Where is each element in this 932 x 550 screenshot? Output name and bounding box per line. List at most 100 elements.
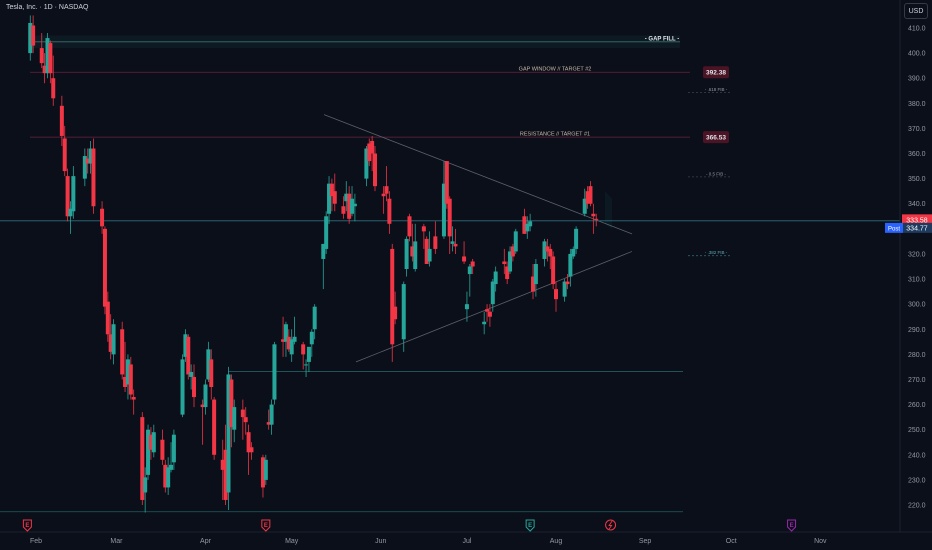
candle-body (160, 439, 165, 460)
candle-body (588, 186, 593, 204)
candle-body (68, 208, 73, 217)
candle-body (571, 248, 576, 257)
earnings-icon-letter: E (25, 523, 29, 529)
split-icon (605, 519, 617, 531)
candle-body (350, 198, 355, 214)
x-tick-label: Nov (814, 538, 827, 545)
candle-body (453, 243, 458, 247)
level-label: - 0.5 FIB - (706, 171, 727, 176)
y-tick-label: 380.0 (908, 101, 926, 108)
level-price-tag (703, 131, 729, 144)
candle-body (568, 253, 573, 277)
split-icon-ring (605, 519, 617, 531)
level-label: RESISTANCE // TARGET #1 (520, 132, 590, 138)
y-tick-label: 370.0 (908, 126, 926, 133)
candle-body (482, 321, 487, 325)
y-tick-label: 280.0 (908, 352, 926, 359)
candle-body (404, 238, 409, 270)
candle-body (312, 306, 317, 330)
candle-body (240, 409, 245, 418)
level-price-tag (703, 66, 729, 79)
candle-body (410, 246, 415, 257)
y-tick-label: 230.0 (908, 477, 926, 484)
candle-body (324, 216, 329, 249)
post-price-label: 334.77 (906, 225, 928, 232)
post-tag (885, 222, 903, 233)
candle-body (143, 477, 148, 493)
descending-trendline (323, 114, 633, 235)
candle-body (462, 256, 467, 262)
candle-body (528, 221, 533, 227)
candle-body (31, 25, 36, 46)
candle-body (289, 339, 294, 355)
candle-body (281, 339, 286, 342)
candle-body (301, 344, 306, 355)
candle-body (260, 457, 265, 488)
candle-body (574, 228, 579, 249)
candle-body (384, 186, 389, 194)
y-tick-label: 290.0 (908, 327, 926, 334)
candle-body (470, 261, 475, 267)
projection-zone (604, 191, 612, 229)
x-tick-label: Jul (462, 538, 471, 545)
y-tick-label: 310.0 (908, 277, 926, 284)
candle-body (352, 203, 357, 207)
candle-body (102, 228, 107, 307)
candle-body (189, 371, 194, 377)
candle-body (186, 336, 191, 375)
y-tick-label: 250.0 (908, 427, 926, 434)
candle-body (272, 344, 277, 400)
candle-body (148, 434, 153, 450)
candle-body (232, 407, 237, 430)
earnings-icon-shape (787, 519, 797, 532)
candle-body (82, 156, 87, 179)
candle-body (393, 306, 398, 320)
candle-body (554, 289, 558, 300)
candle-body (332, 191, 337, 204)
candle-body (522, 216, 527, 234)
candle-body (502, 261, 507, 264)
candle-body (111, 324, 116, 355)
candle-body (42, 65, 47, 74)
candle-body (140, 417, 145, 500)
candle-body (364, 148, 369, 179)
candle-body (209, 359, 214, 388)
candle-body (390, 248, 395, 345)
candle-body (283, 324, 288, 342)
ascending-trendline (355, 251, 633, 363)
candle-body (542, 241, 547, 259)
level-price-tag-label: 366.53 (706, 135, 726, 142)
candle-body (433, 236, 438, 249)
candle-body (441, 183, 446, 237)
candle-body (373, 153, 378, 187)
candle-body (421, 226, 426, 232)
candle-body (309, 331, 314, 345)
candle-body (39, 48, 44, 64)
candle-body (120, 329, 125, 375)
candle-body (48, 43, 53, 74)
y-tick-label: 360.0 (908, 151, 926, 158)
candle-body (163, 464, 168, 488)
earnings-icon-letter: E (528, 523, 532, 529)
earnings-icon-letter: E (264, 523, 268, 529)
candle-body (444, 161, 449, 204)
candle-body (467, 266, 472, 275)
candle-body (367, 143, 372, 162)
candle-body (146, 429, 151, 475)
y-tick-label: 390.0 (908, 76, 926, 83)
split-icon-bolt (608, 520, 613, 530)
level-label: - .382 FIB - (705, 250, 728, 255)
candle-body (226, 374, 231, 493)
earnings-icon: E (22, 519, 32, 532)
candle-body (212, 399, 217, 455)
candle-body (263, 459, 268, 480)
candle-body (28, 22, 33, 54)
level-label: - .618 FIB - (705, 87, 728, 92)
candle-body (551, 256, 556, 285)
earnings-icon: E (525, 519, 535, 532)
candle-body (125, 359, 130, 385)
currency-button[interactable]: USD (904, 3, 928, 19)
candle-body (100, 208, 105, 227)
candle-body (45, 38, 50, 74)
